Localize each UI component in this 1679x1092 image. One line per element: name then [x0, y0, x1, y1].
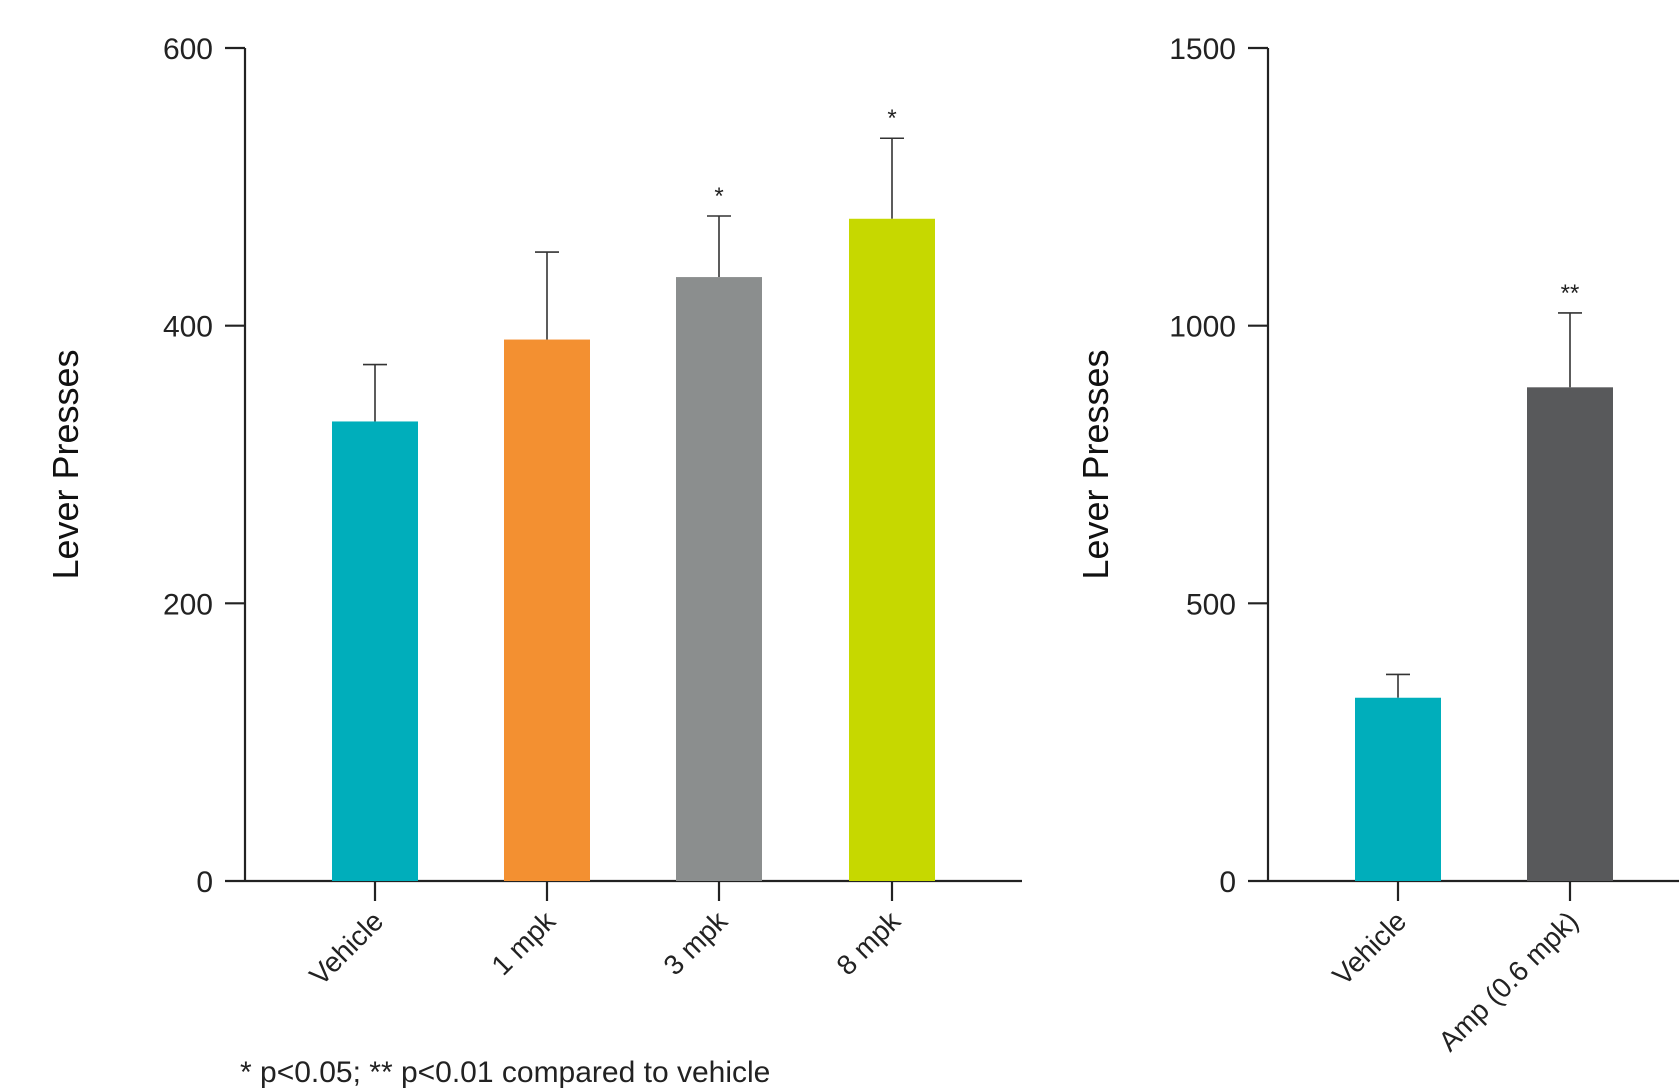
category-label: Amp (0.6 mpk)	[1432, 905, 1584, 1057]
y-axis-title: Lever Presses	[45, 349, 86, 579]
footnote: * p<0.05; ** p<0.01 compared to vehicle	[240, 1056, 770, 1089]
bar	[849, 218, 935, 881]
bar	[504, 339, 590, 881]
significance-label: *	[714, 183, 723, 210]
chart-right: 0 500 1000 1500 Lever Presses Vehicle ** Amp (0…	[1075, 33, 1679, 1057]
y-tick-label: 500	[1186, 588, 1236, 621]
y-tick-label: 200	[163, 588, 213, 621]
y-tick-label: 0	[196, 866, 213, 899]
significance-label: **	[1561, 280, 1580, 307]
category-label: Vehicle	[1326, 905, 1412, 991]
significance-label: *	[887, 105, 896, 132]
bar	[332, 421, 418, 881]
y-tick-label: 1500	[1169, 33, 1236, 66]
chart-left: 0 200 400 600 Lever Presses Vehicle 1 mpk * 3 mp…	[45, 33, 1022, 991]
y-tick-label: 600	[163, 33, 213, 66]
bar	[676, 277, 762, 881]
category-label: 1 mpk	[485, 905, 562, 982]
y-axis-title: Lever Presses	[1075, 349, 1116, 579]
y-tick-label: 400	[163, 311, 213, 344]
y-tick-label: 1000	[1169, 311, 1236, 344]
category-label: 8 mpk	[830, 905, 907, 982]
category-label: 3 mpk	[657, 905, 734, 982]
y-tick-label: 0	[1219, 866, 1236, 899]
category-label: Vehicle	[303, 905, 389, 991]
bar	[1527, 387, 1613, 881]
bar	[1355, 697, 1441, 881]
